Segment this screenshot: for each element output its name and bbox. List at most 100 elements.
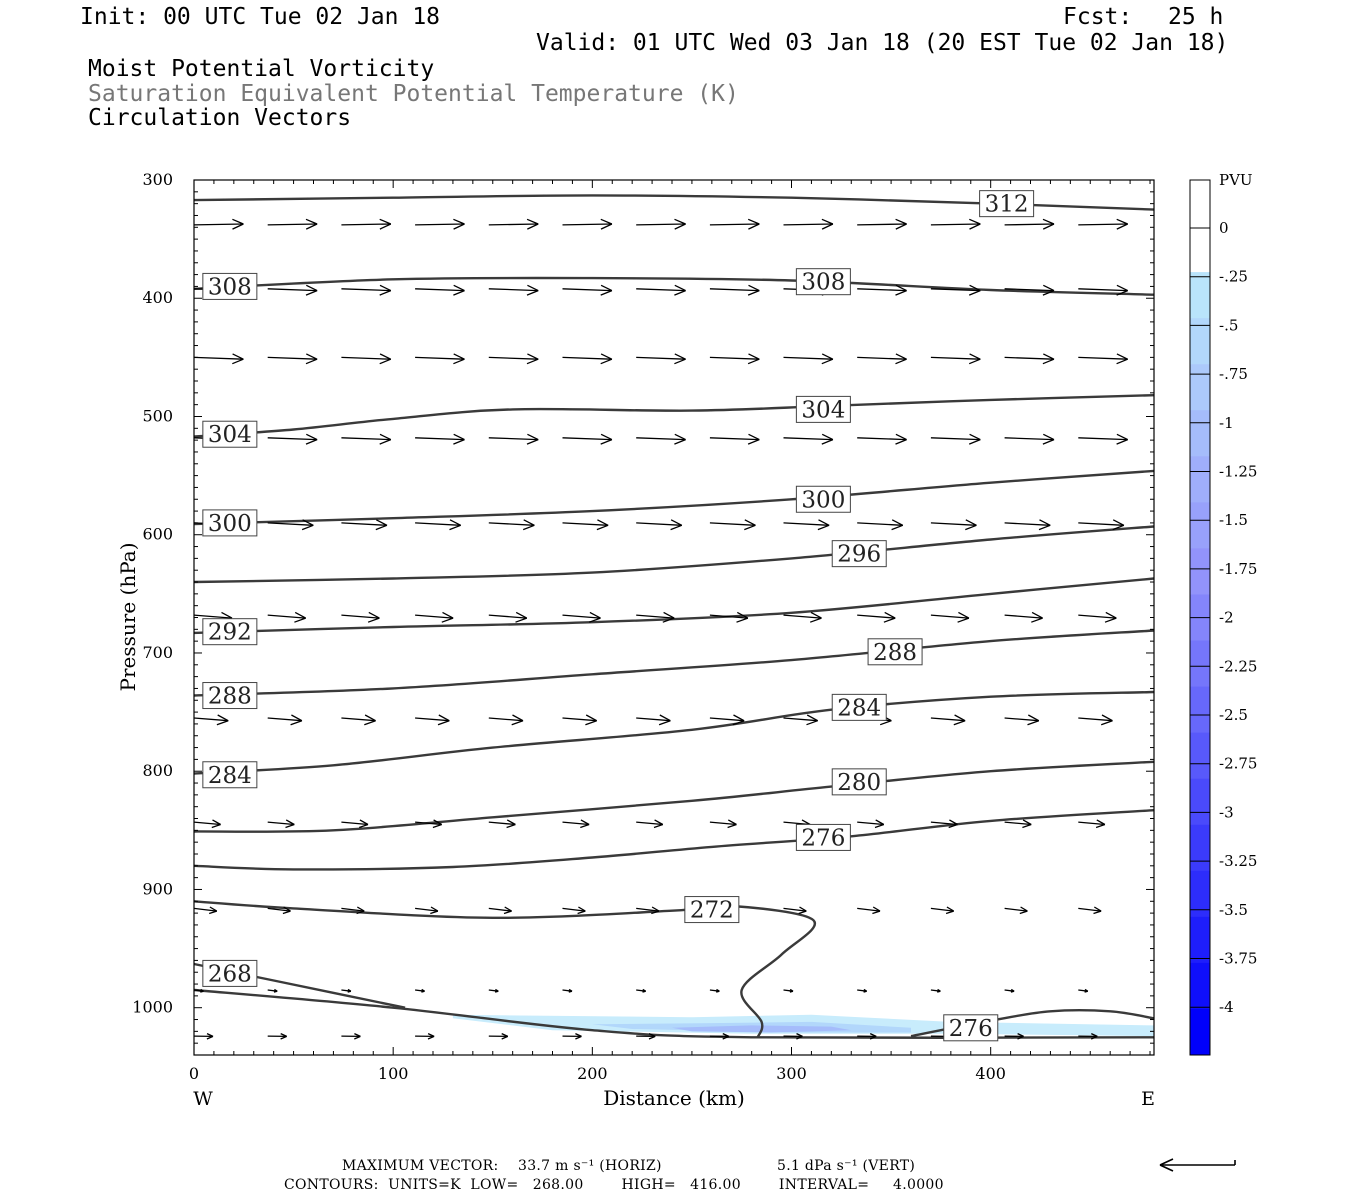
circulation-vector [267,988,278,993]
circulation-vector [636,819,664,829]
circulation-vector [341,611,380,623]
colorbar-label: -2.5 [1219,706,1248,724]
circulation-vector [783,519,830,531]
circulation-vector [709,1033,730,1040]
circulation-vector [1078,906,1102,915]
svg-text:308: 308 [208,274,252,300]
circulation-vector [562,611,601,623]
circulation-vector [562,433,613,445]
max-vector-horiz: 33.7 m s⁻¹ (HORIZ) [518,1158,662,1174]
colorbar-label: -3.75 [1219,950,1257,968]
field-title-pv: Moist Potential Vorticity [88,56,435,82]
colorbar-swatch [1190,272,1210,319]
colorbar-swatch [1190,686,1210,734]
circulation-vector [562,519,609,531]
circulation-vector [1004,1033,1024,1040]
circulation-vector [636,906,660,915]
circulation-vector [783,433,834,445]
circulation-vector [562,353,613,365]
contour-label-layer: 312 308 308 304 304 300 300 296 292 288 288 284 284 2… [202,190,1035,1042]
circulation-vector [930,611,970,623]
circulation-vector [783,218,834,230]
colorbar-swatch [1190,364,1210,411]
circulation-vector [636,218,686,230]
x-tick-label: 0 [189,1064,199,1083]
circulation-vector [1004,218,1055,230]
contour-label: 308 [202,272,258,300]
circulation-vector [341,353,392,365]
circulation-vector [488,433,539,445]
y-tick-label: 600 [142,525,173,544]
y-tick-label: 500 [142,406,173,425]
circulation-vector [857,353,907,365]
circulation-vector [930,988,941,993]
y-tick-label: 800 [142,761,173,780]
svg-text:292: 292 [208,620,252,646]
circulation-vector [857,611,896,623]
circulation-vector [488,218,539,230]
circulation-vector [267,433,318,445]
theta-contour-292 [193,577,1155,635]
circulation-vector [709,819,737,829]
circulation-vector [562,906,586,915]
colorbar-swatch [1190,640,1210,688]
circulation-vector [930,819,958,829]
circulation-vector [1004,611,1043,623]
theta-contour-300 [193,469,1155,526]
colorbar-label: -1.75 [1219,560,1257,578]
circulation-vector [415,1033,435,1040]
circulation-vector [709,353,760,365]
circulation-vector [341,519,388,531]
circulation-vector [1078,218,1128,230]
circulation-vector [1078,611,1117,623]
contour-info: CONTOURS: UNITS=K LOW= 268.00 HIGH= 416.… [284,1177,944,1193]
colorbar-label: -2.75 [1219,755,1257,773]
circulation-vector [1004,433,1055,445]
contour-label: 300 [795,485,851,513]
y-tick-label: 300 [142,170,173,189]
circulation-vector [193,988,204,993]
theta-contour-280 [193,760,1155,833]
circulation-vector [636,1033,656,1040]
circulation-vector [488,819,516,829]
circulation-vector [857,988,868,993]
circulation-vector [267,611,307,623]
circulation-vector [1078,988,1089,993]
circulation-vector [1004,906,1028,915]
colorbar-label: -.5 [1219,316,1238,334]
svg-text:288: 288 [208,684,252,710]
circulation-vector [1078,519,1125,531]
colorbar-label: -1.5 [1219,511,1248,529]
colorbar-label: -4 [1219,998,1234,1016]
colorbar-swatch [1190,318,1210,365]
colorbar-swatch [1190,502,1210,549]
x-axis-title: Distance (km) [603,1086,745,1110]
svg-text:308: 308 [801,270,845,296]
circulation-vector [488,611,528,623]
circulation-vector [930,714,966,726]
circulation-vector [783,1033,803,1040]
colorbar-swatch [1190,226,1210,273]
circulation-vector [857,284,907,296]
contour-label: 292 [202,618,258,646]
circulation-vector [1004,284,1055,296]
contour-label: 284 [202,761,258,789]
circulation-vector [562,1033,582,1040]
circulation-vector [636,611,675,623]
circulation-vector [415,433,465,445]
colorbar-label: -.25 [1219,268,1248,286]
svg-text:272: 272 [690,898,734,924]
contour-label: 308 [795,268,851,296]
circulation-vector [562,218,613,230]
circulation-vector [341,714,376,726]
axis-ticks [193,179,1154,1056]
circulation-vector [1078,714,1113,726]
circulation-vector [341,819,369,829]
colorbar-swatch [1190,548,1210,595]
circulation-vector [267,218,318,230]
circulation-vector [267,284,318,296]
circulation-vector [783,611,822,623]
circulation-vector [415,611,454,623]
theta-contour-308 [193,276,1155,296]
